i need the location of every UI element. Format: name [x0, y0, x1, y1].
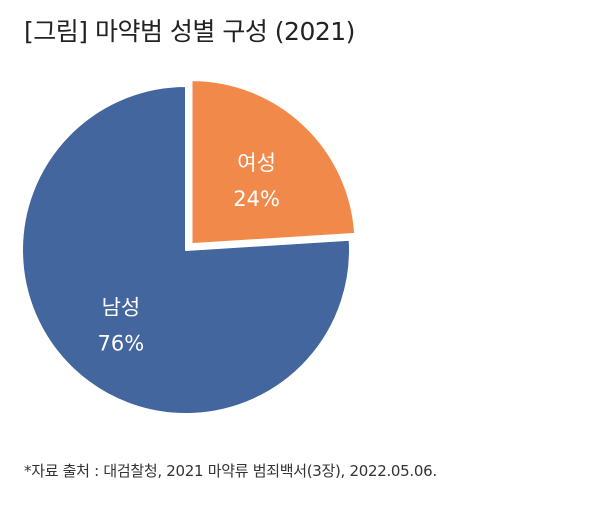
pie-slice-male	[21, 85, 352, 415]
slice-value-female: 24%	[233, 187, 280, 211]
source-note: *자료 출처 : 대검찰청, 2021 마약류 범죄백서(3장), 2022.0…	[24, 462, 437, 480]
slice-label-male: 남성	[102, 295, 141, 319]
chart-title: [그림] 마약범 성별 구성 (2021)	[24, 17, 355, 46]
pie-chart: 여성 24% 남성 76%	[21, 79, 357, 415]
slice-label-female: 여성	[237, 151, 276, 175]
slice-value-male: 76%	[98, 331, 145, 355]
pie-slice-female	[190, 79, 357, 246]
